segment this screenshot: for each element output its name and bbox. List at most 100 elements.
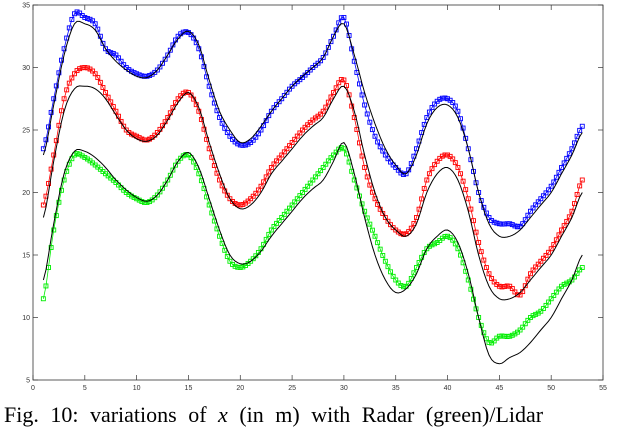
data-point (341, 77, 347, 83)
data-point (556, 232, 562, 238)
data-point (574, 192, 580, 197)
data-point (458, 171, 463, 177)
data-point (341, 15, 347, 20)
data-point (180, 153, 186, 159)
data-point (502, 333, 507, 339)
data-point (294, 133, 300, 139)
data-point (509, 332, 515, 338)
data-point (196, 108, 202, 114)
data-point (237, 265, 243, 270)
data-point (224, 130, 230, 136)
data-point (533, 202, 539, 208)
data-point (297, 193, 303, 199)
data-point (530, 267, 536, 273)
data-point (447, 153, 453, 159)
data-point (548, 183, 554, 189)
data-point (380, 148, 386, 154)
y-tick-label: 20 (22, 190, 30, 197)
data-point (465, 196, 471, 202)
data-point (69, 16, 75, 22)
data-point (274, 158, 279, 164)
data-point (569, 146, 575, 152)
data-point (572, 201, 577, 207)
data-point (276, 155, 282, 161)
data-point (323, 161, 329, 167)
data-point (577, 183, 583, 189)
data-point (476, 240, 482, 245)
series-4 (42, 85, 583, 301)
data-point (144, 137, 150, 143)
data-point (450, 100, 456, 105)
data-point (227, 133, 233, 139)
data-point (165, 52, 171, 58)
data-point (92, 71, 98, 77)
data-point (473, 229, 479, 235)
data-point (235, 141, 241, 147)
data-point (572, 274, 577, 280)
data-point (372, 233, 378, 239)
data-point (227, 196, 233, 202)
data-point (250, 256, 256, 262)
data-point (198, 54, 204, 60)
data-point (82, 65, 88, 70)
data-point (263, 174, 269, 180)
data-point (540, 193, 546, 199)
data-point (385, 218, 391, 224)
data-point (53, 83, 59, 89)
data-point (53, 138, 59, 144)
data-point (157, 189, 163, 195)
data-point (198, 117, 204, 122)
data-point (551, 293, 557, 298)
data-point (388, 269, 393, 275)
data-point (305, 70, 311, 76)
data-point (320, 165, 326, 170)
data-point (561, 160, 567, 166)
data-point (274, 220, 279, 226)
data-point (481, 257, 487, 263)
data-point (315, 171, 321, 177)
data-point (569, 277, 575, 283)
x-tick-label: 5 (83, 385, 87, 392)
data-point (279, 152, 285, 158)
data-point (388, 222, 393, 228)
data-point (139, 199, 145, 204)
data-point (491, 338, 497, 344)
data-point (424, 177, 430, 183)
data-point (310, 177, 316, 183)
data-point (333, 85, 339, 91)
data-point (548, 246, 554, 252)
data-point (543, 302, 549, 308)
data-point (429, 166, 435, 172)
data-point (496, 333, 502, 339)
data-point (452, 241, 458, 247)
data-point (300, 127, 305, 133)
data-point (331, 152, 336, 158)
data-point (439, 153, 445, 159)
x-tick-label: 0 (31, 385, 35, 392)
data-point (154, 192, 160, 198)
data-point (561, 223, 567, 229)
data-point (530, 205, 536, 211)
data-point (232, 263, 238, 269)
data-point (442, 152, 448, 158)
data-point (113, 52, 119, 58)
data-point (499, 221, 505, 227)
data-point (369, 127, 375, 133)
data-point (325, 99, 331, 105)
y-tick-label: 15 (22, 253, 30, 260)
data-point (175, 96, 181, 102)
data-point (421, 186, 427, 192)
caption-prefix: Fig. 10: variations of (4, 402, 207, 427)
data-point (188, 155, 194, 161)
data-point (382, 258, 388, 264)
data-point (297, 130, 303, 136)
data-point (364, 111, 370, 117)
data-point (274, 102, 279, 108)
data-point (243, 142, 248, 148)
data-point (509, 222, 515, 228)
y-tick-label: 30 (22, 65, 30, 72)
x-tick-label: 35 (392, 385, 400, 392)
data-point (424, 115, 430, 120)
data-point (121, 123, 127, 129)
data-point (48, 109, 54, 115)
